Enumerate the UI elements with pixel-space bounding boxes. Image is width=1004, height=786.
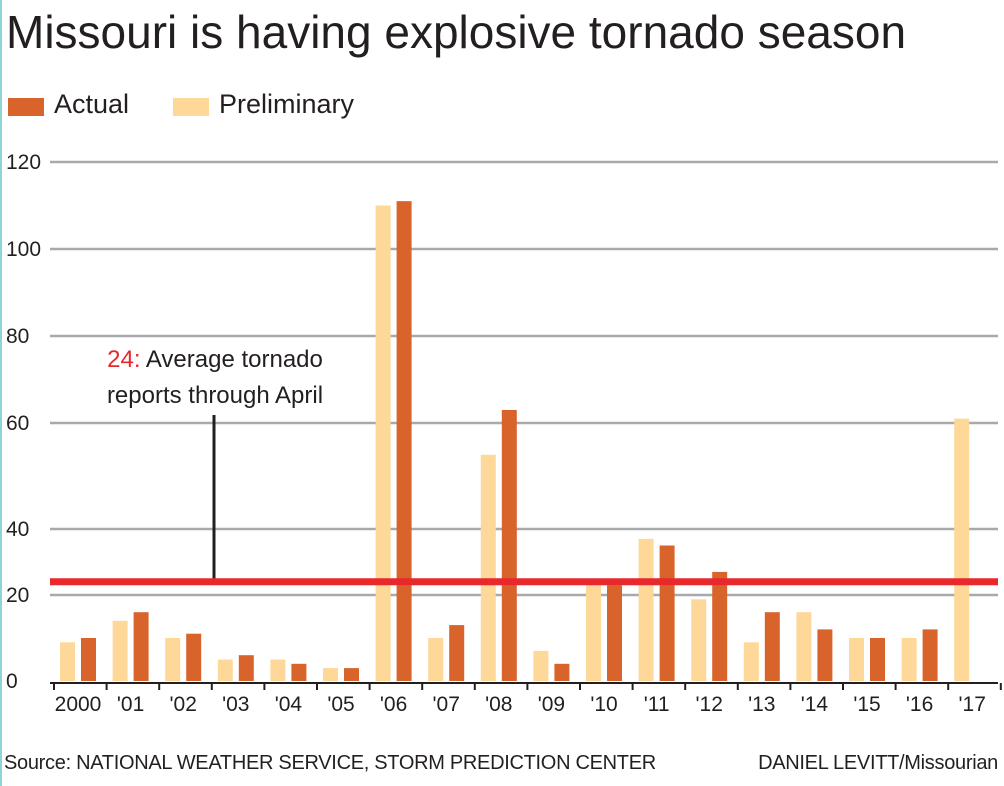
x-tick-label: '10 [590,693,617,715]
bar-actual [870,638,885,681]
x-tick-label: '07 [433,693,460,715]
y-tick-label-60: 60 [6,412,29,435]
bar-actual [817,629,833,681]
x-tick-label: '16 [906,693,933,715]
y-tick-label-40: 40 [6,518,29,541]
bar-chart: 0 20 40 60 80 100 120 2000 '01 '02 '03 '04 '05 '06 '07… [6,151,1002,715]
bar-preliminary [217,659,233,681]
source-note: Source: NATIONAL WEATHER SERVICE, STORM … [4,752,656,774]
bar-actual [554,663,570,681]
bar-preliminary [796,612,812,681]
x-tick-label: '05 [327,693,354,715]
x-tick-label: '01 [117,693,144,715]
y-tick-label-0: 0 [6,670,18,693]
bar-preliminary [165,638,181,681]
bar-preliminary [112,620,128,681]
x-tick-label: '17 [959,693,986,715]
bar-actual [186,633,202,681]
bar-preliminary [323,668,338,681]
bar-preliminary [375,205,391,681]
x-tick-label: 2000 [55,693,102,715]
bar-preliminary [270,659,286,681]
y-tick-label-80: 80 [6,325,29,348]
bar-preliminary [428,638,444,681]
y-tick-label-120: 120 [6,151,41,174]
x-tick-label: '08 [485,693,512,715]
bar-actual [659,545,675,681]
legend-label-preliminary: Preliminary [219,89,355,119]
legend-swatch-actual [8,98,44,116]
bar-actual [396,201,412,681]
average-annotation-line-1: 24: Average tornado [107,346,323,373]
bar-actual [238,655,254,681]
x-tick-label: '12 [696,693,723,715]
bar-actual [501,409,517,681]
bar-preliminary [954,418,970,681]
bar-actual [712,571,728,681]
bar-preliminary [586,585,601,681]
average-annotation-value: 24: [107,346,146,373]
average-annotation-text: Average tornado [146,346,323,373]
x-tick-label: '09 [538,693,565,715]
bar-preliminary [849,638,864,681]
bar-preliminary [691,599,707,681]
x-tick-label: '15 [853,693,880,715]
bar-actual [764,612,780,681]
bar-preliminary [901,638,917,681]
bar-actual [133,612,149,681]
bar-preliminary [60,642,75,681]
bar-preliminary [743,642,759,681]
y-tick-label-20: 20 [6,584,29,607]
legend-label-actual: Actual [54,89,130,119]
chart-title: Missouri is having explosive tornado sea… [6,6,907,58]
x-tick-label: '02 [170,693,197,715]
bar-actual [291,663,307,681]
average-annotation-line-2: reports through April [107,382,323,409]
bar-actual [607,585,622,681]
x-tick-label: '06 [380,693,407,715]
bar-actual [922,629,938,681]
x-tick-label: '03 [222,693,249,715]
bar-preliminary [480,454,496,681]
x-tick-label: '04 [275,693,303,715]
bar-preliminary [638,538,654,681]
x-tick-label: '11 [644,693,670,715]
x-tick-label: '14 [801,693,829,715]
y-tick-label-100: 100 [6,238,41,261]
legend-swatch-preliminary [173,98,209,116]
bar-actual [449,625,465,681]
byline-credit: DANIEL LEVITT/Missourian [758,752,998,774]
bar-preliminary [533,650,549,681]
x-tick-label: '13 [748,693,775,715]
bar-actual [81,638,96,681]
left-edge-rule [0,0,2,786]
bar-actual [344,668,359,681]
